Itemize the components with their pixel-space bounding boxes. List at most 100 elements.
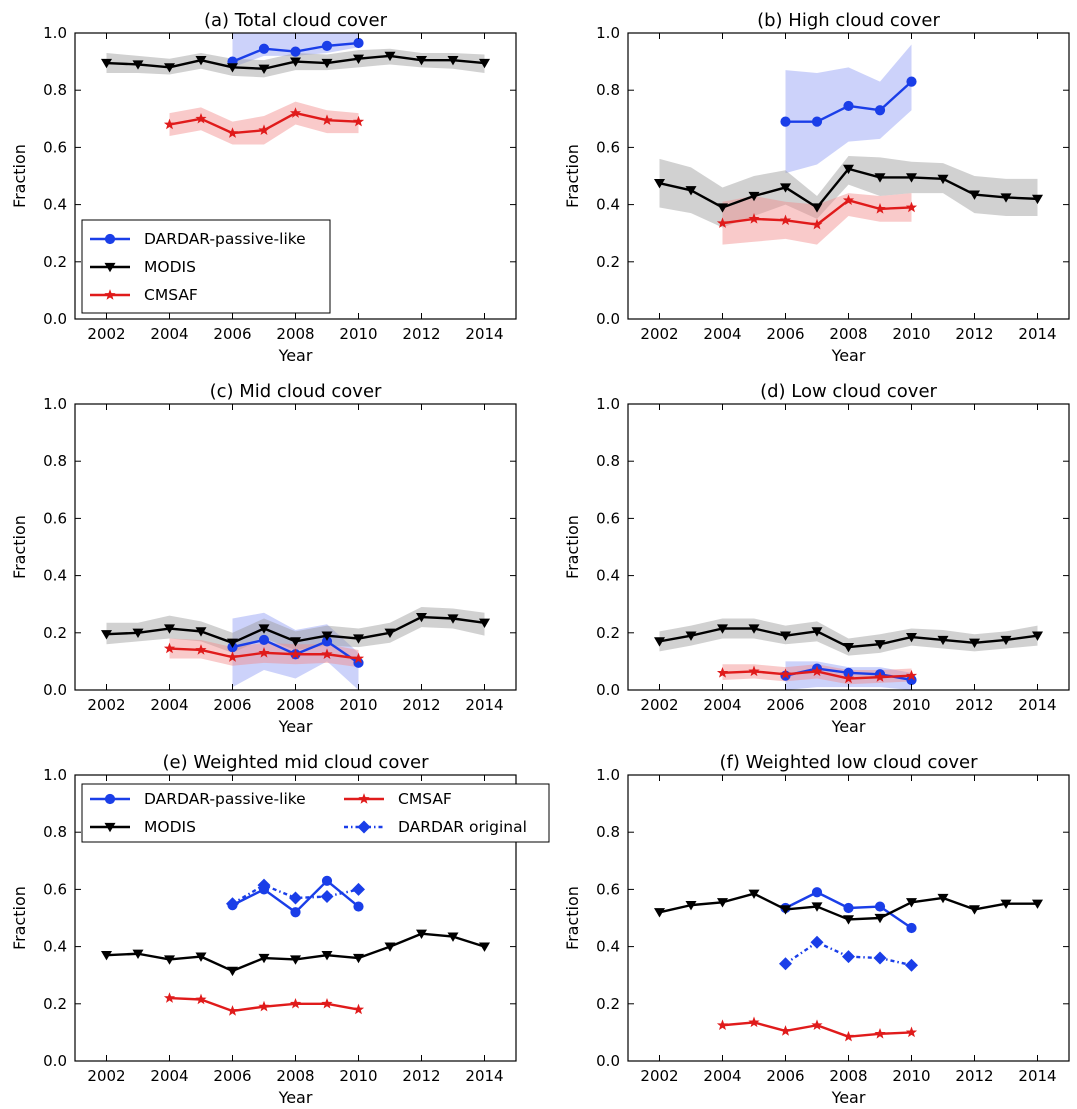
legend-marker [104, 289, 116, 300]
cmsaf-uncertainty-band [722, 664, 912, 685]
modis-data-point [353, 634, 364, 644]
dardar-original-data-point [779, 957, 792, 971]
dardar-data-point [780, 116, 791, 127]
x-tick-label: 2014 [465, 1067, 503, 1085]
legend-panel-e: DARDAR-passive-like MODIS CMSAF DARDAR orig… [81, 783, 550, 843]
modis-data-point [906, 898, 917, 908]
x-tick-label: 2006 [213, 325, 251, 343]
legend-marker [104, 822, 116, 833]
x-tick-label: 2010 [892, 1067, 930, 1085]
dardar-original-data-point [289, 891, 302, 905]
dardar-data-point [874, 901, 886, 912]
x-tick-label: 2006 [213, 1067, 251, 1085]
legend-marker [104, 793, 116, 805]
panel-title: (b) High cloud cover [757, 10, 940, 31]
legend-item-dardar: DARDAR-passive-like [90, 230, 306, 248]
modis-data-point [874, 173, 886, 183]
x-tick-label: 2010 [339, 1067, 377, 1085]
y-tick-label: 1.0 [43, 766, 67, 784]
x-tick-label: 2002 [87, 696, 125, 714]
modis-data-point [353, 953, 364, 964]
cmsaf-data-point [905, 669, 918, 681]
modis-data-point [479, 618, 490, 629]
modis-data-point [164, 63, 175, 73]
dardar-original-data-point [226, 897, 239, 911]
modis-data-point [748, 191, 760, 202]
y-tick-label: 0.2 [43, 995, 67, 1013]
legend-label: DARDAR original [398, 818, 527, 836]
y-tick-label: 0.0 [596, 681, 620, 699]
modis-data-point [132, 628, 144, 639]
modis-series-line [106, 932, 485, 973]
modis-data-point [101, 951, 112, 961]
y-tick-label: 0.8 [596, 452, 620, 470]
y-axis-label: Fraction [10, 886, 29, 950]
x-axis-label: Year [831, 1088, 866, 1107]
x-tick-label: 2008 [276, 1067, 314, 1085]
legend-item-cmsaf: CMSAF [344, 790, 452, 808]
dardar-data-point [258, 634, 270, 646]
x-tick-label: 2010 [339, 325, 377, 343]
dardar-data-point [321, 875, 333, 886]
y-tick-label: 0.4 [43, 938, 67, 956]
cmsaf-data-point [748, 1016, 760, 1028]
modis-data-point [717, 624, 728, 634]
x-tick-label: 2004 [150, 1067, 188, 1085]
modis-data-point [1032, 194, 1043, 205]
y-tick-label: 0.2 [43, 253, 67, 271]
modis-data-point [416, 929, 427, 939]
modis-data-point [685, 631, 697, 641]
x-tick-label: 2006 [766, 696, 804, 714]
x-axis-label: Year [831, 346, 866, 365]
modis-data-point [780, 905, 791, 915]
y-tick-label: 0.0 [43, 1052, 67, 1070]
x-tick-label: 2002 [87, 325, 125, 343]
cmsaf-data-point [226, 651, 239, 662]
legend-item-cmsaf: CMSAF [90, 286, 198, 304]
cmsaf-data-point [195, 644, 207, 655]
y-tick-label: 0.4 [43, 196, 67, 214]
modis-uncertainty-band [659, 155, 1038, 228]
modis-data-point [717, 203, 728, 213]
x-tick-label: 2004 [703, 325, 741, 343]
dardar-data-point [290, 907, 301, 918]
panel-a: 0.0 0.2 0.4 0.6 0.8 1.0 2002 2004 2006 2008 2010 20… [10, 10, 517, 365]
dardar-data-point [353, 901, 364, 912]
modis-data-point [290, 955, 301, 965]
cmsaf-data-point [163, 642, 176, 654]
y-axis-label: Fraction [10, 144, 29, 208]
modis-data-point [195, 56, 207, 66]
y-axis-label: Fraction [563, 886, 582, 950]
dardar-data-point [843, 100, 854, 112]
y-tick-label: 0.0 [43, 310, 67, 328]
cmsaf-data-point [811, 218, 823, 230]
panel-title: (d) Low cloud cover [760, 381, 937, 402]
modis-data-point [1000, 899, 1012, 909]
cmsaf-data-point [748, 665, 760, 677]
panel-title: (e) Weighted mid cloud cover [163, 752, 430, 773]
panel-e: 0.0 0.2 0.4 0.6 0.8 1.0 2002 2004 2006 2008 2010 20… [10, 752, 517, 1107]
modis-data-point [164, 624, 175, 634]
modis-data-point [654, 637, 665, 647]
modis-data-point [384, 942, 396, 952]
modis-data-point [685, 186, 697, 196]
modis-data-point [937, 174, 949, 185]
modis-data-point [1032, 631, 1043, 641]
modis-data-point [654, 908, 665, 918]
y-tick-label: 0.2 [43, 624, 67, 642]
dardar-original-data-point [873, 951, 887, 965]
modis-data-point [937, 635, 949, 646]
legend-label: CMSAF [398, 790, 452, 808]
cmsaf-data-point [321, 997, 333, 1009]
cmsaf-data-point [842, 672, 855, 684]
modis-data-point [969, 905, 980, 915]
cmsaf-data-point [905, 201, 918, 213]
cmsaf-data-point [352, 115, 365, 127]
x-tick-label: 2014 [1018, 325, 1056, 343]
modis-data-point [101, 630, 112, 640]
cmsaf-data-point [289, 107, 302, 118]
cmsaf-data-point [163, 118, 176, 130]
x-tick-label: 2012 [402, 1067, 440, 1085]
dardar-data-point [811, 116, 823, 127]
y-tick-label: 0.4 [596, 938, 620, 956]
